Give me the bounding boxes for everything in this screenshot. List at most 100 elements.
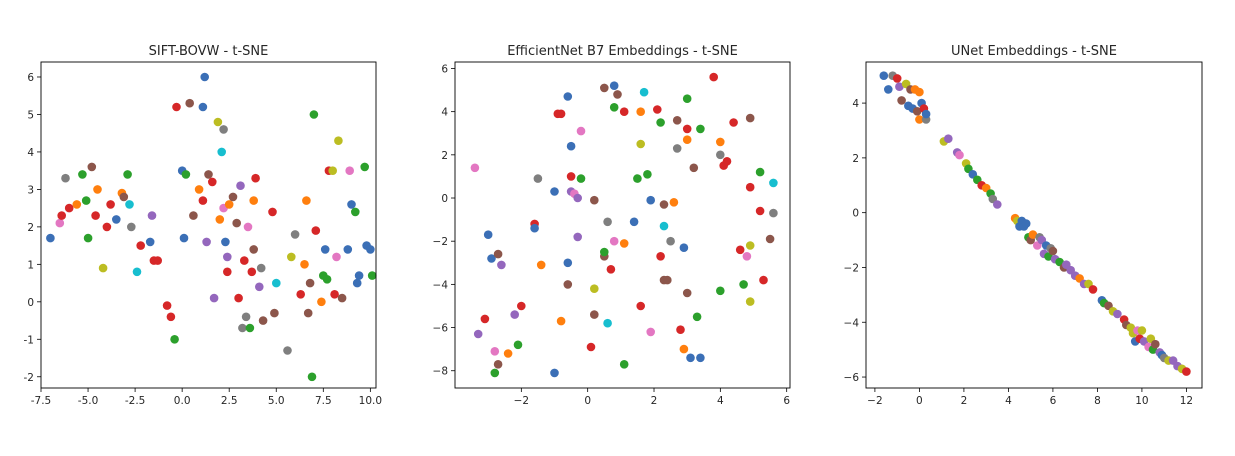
data-point — [119, 192, 129, 202]
data-point — [755, 167, 765, 177]
data-point — [944, 134, 953, 143]
data-point — [302, 196, 311, 205]
data-point — [729, 118, 738, 127]
data-point — [185, 98, 194, 108]
data-point — [696, 124, 705, 134]
y-tick-label: 0 — [852, 208, 859, 220]
data-point — [181, 170, 191, 179]
data-point — [360, 162, 370, 172]
data-point — [125, 200, 134, 209]
data-point — [646, 195, 655, 205]
x-tick-label: 12 — [1180, 395, 1193, 407]
data-point — [576, 126, 586, 136]
data-point — [503, 349, 513, 358]
data-point — [735, 245, 745, 255]
x-tick-label: 10 — [1135, 395, 1148, 407]
y-tick-label: 4 — [441, 107, 448, 119]
data-point — [93, 185, 102, 194]
y-tick-label: 0 — [27, 297, 34, 309]
data-point — [636, 301, 645, 311]
data-point — [536, 260, 546, 270]
data-point — [202, 237, 211, 247]
y-tick-label: 2 — [27, 222, 34, 234]
data-point — [87, 162, 97, 172]
data-point — [352, 278, 362, 288]
data-point — [609, 103, 619, 112]
data-point — [912, 107, 922, 116]
data-point — [609, 236, 619, 246]
data-point — [722, 157, 732, 166]
data-point — [769, 178, 778, 188]
data-point — [470, 163, 480, 173]
data-points — [46, 72, 377, 382]
data-point — [765, 234, 775, 244]
data-point — [145, 237, 155, 247]
data-point — [666, 236, 675, 246]
data-point — [769, 208, 778, 218]
data-point — [682, 124, 692, 134]
data-point — [83, 233, 93, 243]
data-point — [590, 195, 599, 205]
data-point — [322, 275, 332, 284]
data-point — [550, 368, 559, 378]
data-point — [243, 222, 253, 232]
data-point — [1028, 230, 1038, 239]
data-point — [692, 312, 702, 322]
data-point — [619, 239, 629, 248]
axes-frame — [40, 61, 377, 389]
data-point — [672, 116, 682, 125]
y-tick-label: −2 — [433, 236, 448, 248]
data-point — [91, 211, 100, 220]
y-tick-label: −4 — [433, 279, 449, 291]
x-tick-label: -5.0 — [78, 395, 99, 407]
data-point — [745, 241, 755, 250]
data-point — [345, 166, 355, 175]
data-point — [1021, 219, 1031, 228]
x-tick-label: 4 — [1005, 395, 1012, 407]
y-tick-label: 6 — [27, 72, 34, 84]
data-point — [493, 360, 503, 369]
data-point — [556, 109, 566, 119]
data-point — [81, 196, 91, 205]
data-point — [573, 232, 582, 242]
data-point — [1113, 309, 1122, 319]
data-point — [332, 252, 341, 262]
chart-3: UNet Embeddings - t-SNE −2 0 2 4 6 8 10 12 −6 −4 −2… — [844, 44, 1203, 407]
x-tick-label: 10.0 — [359, 395, 382, 407]
data-point — [600, 83, 609, 93]
data-point — [61, 173, 70, 183]
data-point — [198, 102, 208, 112]
x-tick-label: 6 — [783, 395, 790, 407]
data-point — [234, 293, 243, 303]
data-point — [112, 215, 121, 224]
x-tick-label: 0 — [584, 395, 591, 407]
data-point — [745, 113, 755, 123]
data-point — [745, 297, 755, 306]
data-point — [682, 288, 692, 298]
data-point — [759, 275, 768, 285]
y-tick-label: 0 — [441, 193, 448, 205]
data-point — [366, 245, 375, 254]
data-point — [619, 360, 629, 369]
data-point — [884, 85, 893, 94]
y-tick-label: 1 — [27, 259, 34, 271]
x-tick-label: 7.5 — [315, 395, 332, 407]
data-point — [254, 282, 264, 292]
x-tick-label: 2.5 — [221, 395, 238, 407]
y-tick-label: −6 — [433, 323, 449, 335]
data-point — [633, 174, 642, 183]
data-point — [897, 96, 906, 105]
data-point — [347, 200, 356, 209]
data-point — [215, 215, 225, 224]
data-point — [636, 139, 645, 149]
data-point — [639, 87, 649, 97]
y-tick-label: 2 — [852, 153, 859, 165]
data-point — [296, 290, 306, 299]
data-point — [232, 218, 241, 228]
data-point — [556, 316, 566, 326]
data-point — [78, 170, 87, 179]
data-point — [921, 109, 931, 119]
y-tick-label: −4 — [844, 317, 860, 329]
data-point — [682, 135, 692, 144]
data-point — [689, 163, 699, 173]
